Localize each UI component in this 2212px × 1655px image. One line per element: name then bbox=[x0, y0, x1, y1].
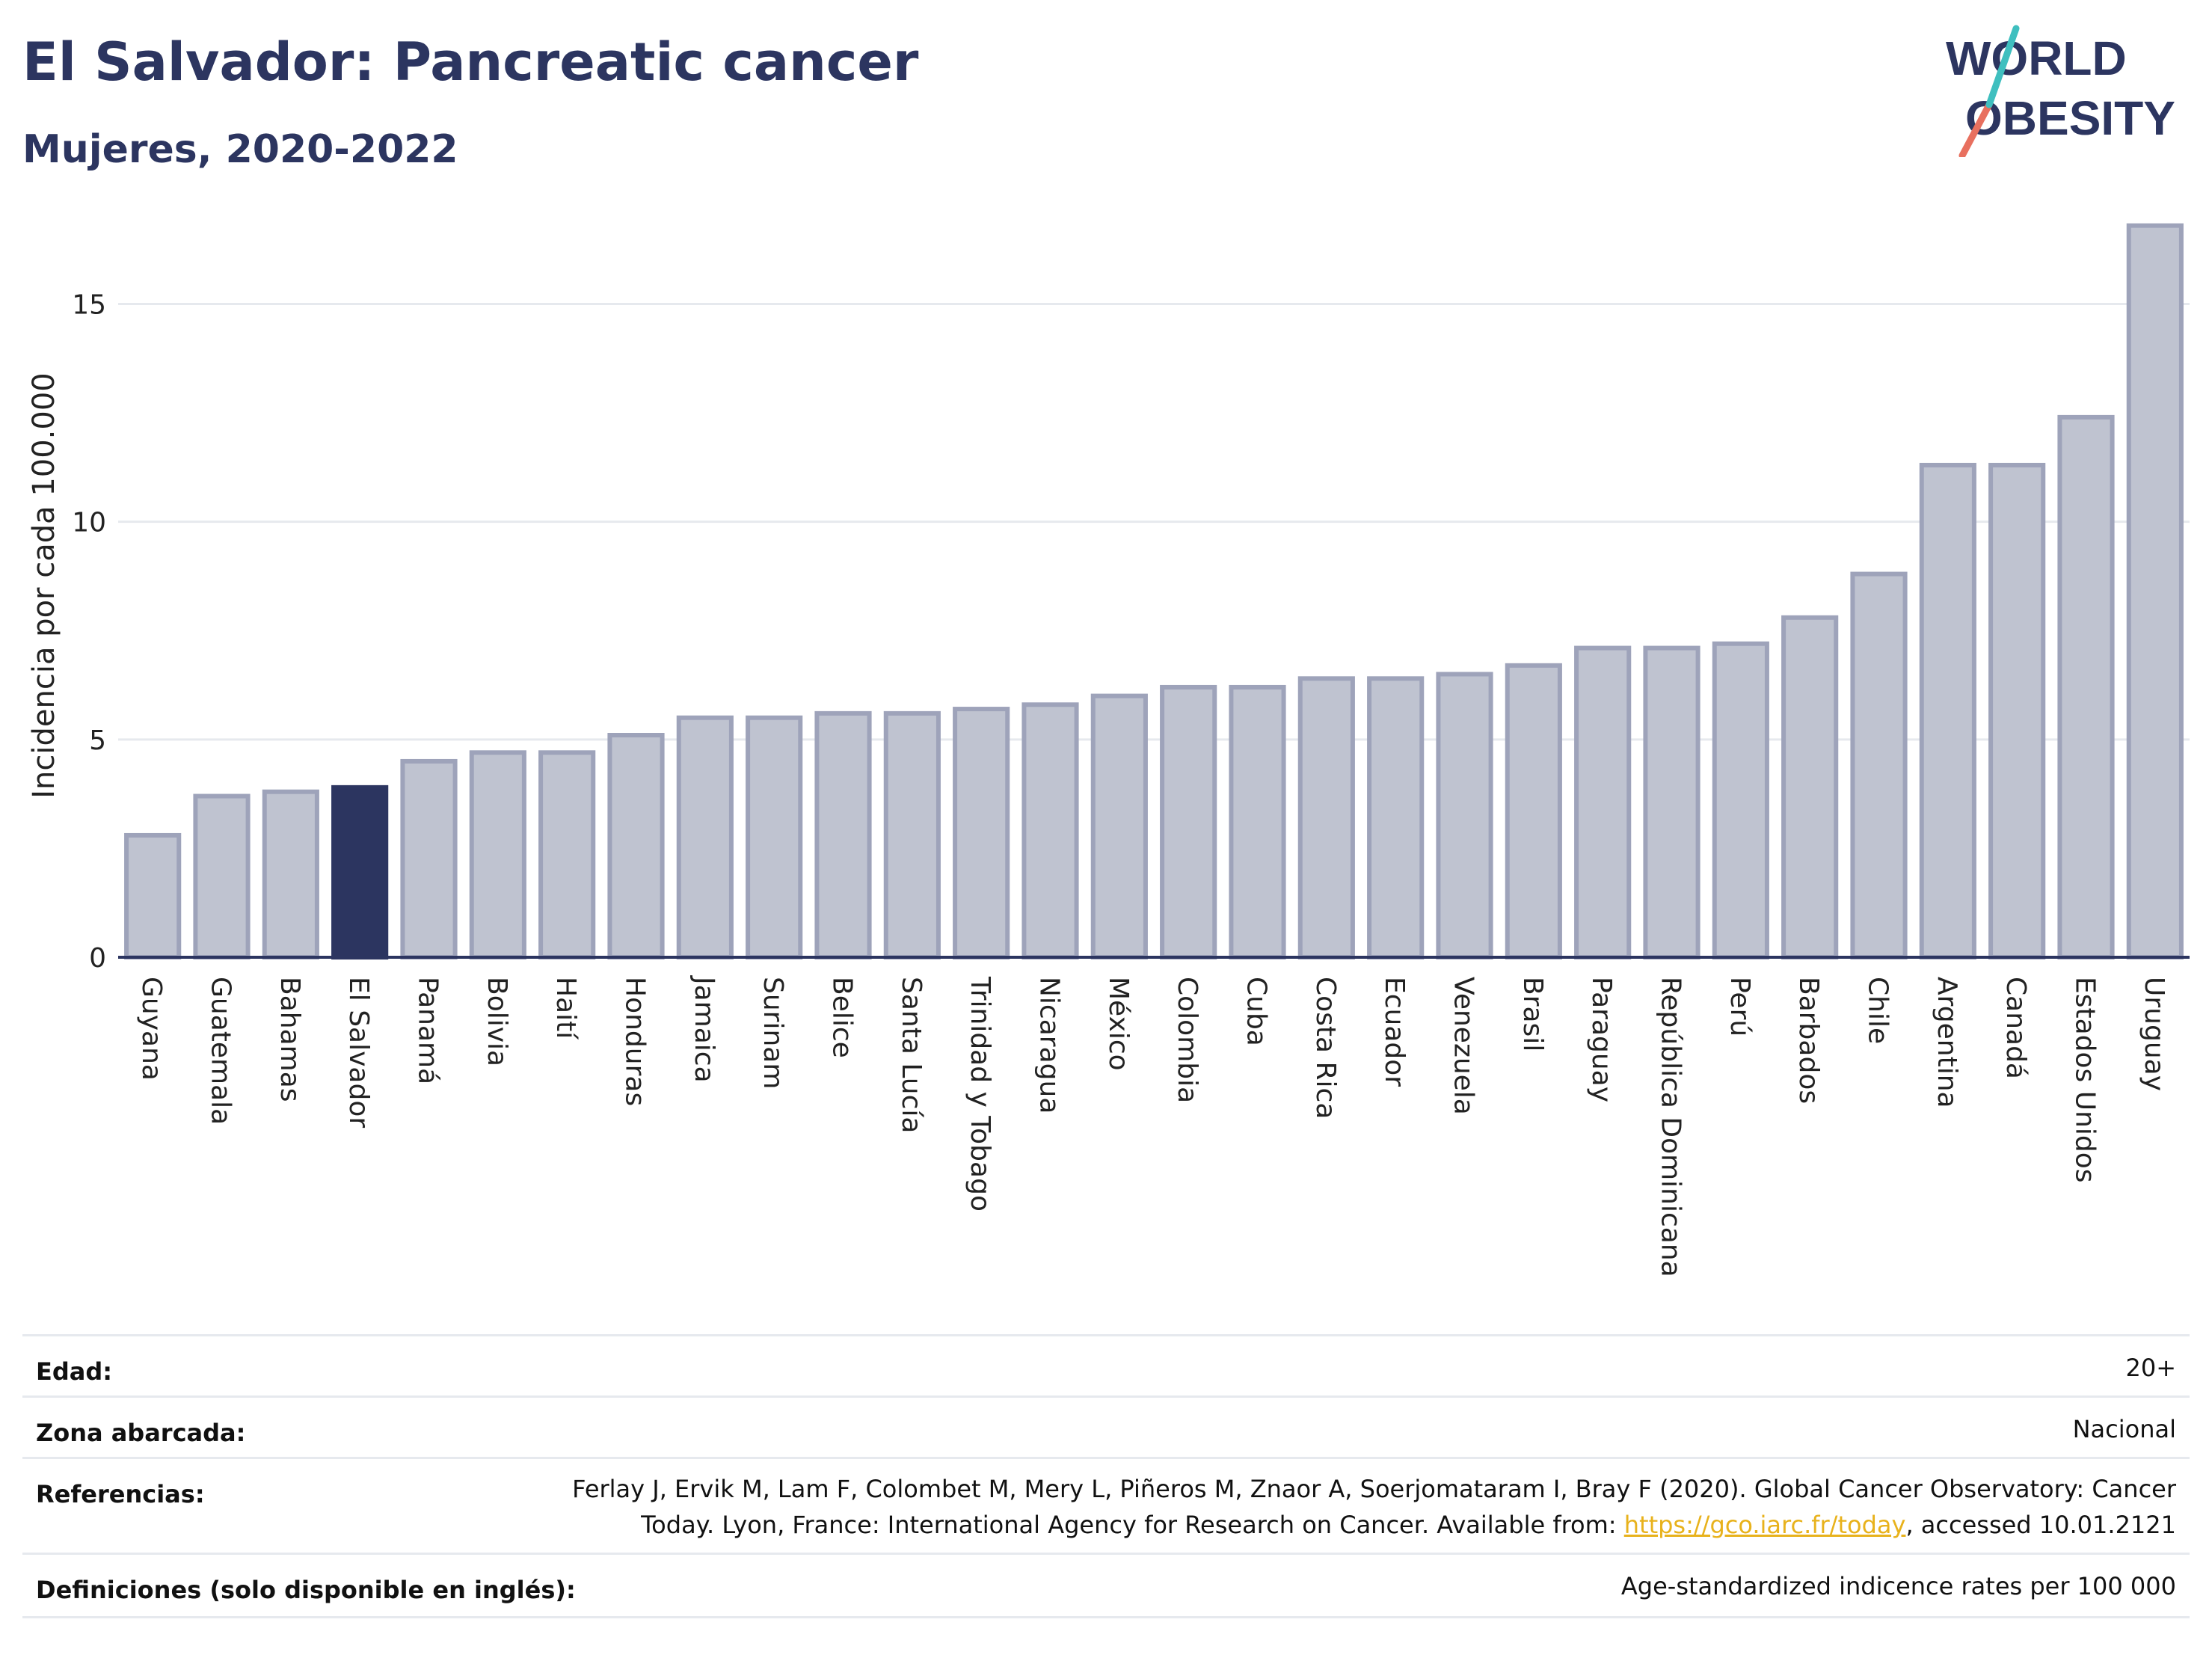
y-tick-label: 10 bbox=[72, 508, 106, 538]
x-tick-label: Honduras bbox=[620, 977, 651, 1106]
world-obesity-logo: WORLD OBESITY bbox=[1946, 25, 2175, 157]
area-value: Nacional bbox=[2072, 1415, 2176, 1443]
bar-uruguay bbox=[2126, 223, 2184, 960]
bar-trinidad-y-tobago bbox=[953, 707, 1010, 959]
references-label: Referencias: bbox=[36, 1480, 205, 1508]
bar-guatemala bbox=[193, 793, 251, 959]
x-tick-label: Bolivia bbox=[482, 977, 512, 1066]
y-tick-label: 5 bbox=[89, 725, 106, 756]
bar-chile bbox=[1850, 571, 1908, 959]
grid-lines bbox=[118, 302, 2190, 741]
x-tick-label: Jamaica bbox=[689, 975, 719, 1083]
bars bbox=[124, 223, 2184, 960]
x-tick-label: Canadá bbox=[2000, 977, 2031, 1079]
bar-bolivia bbox=[469, 750, 526, 959]
bar-brasil bbox=[1505, 663, 1562, 960]
bar-honduras bbox=[607, 733, 665, 959]
age-label: Edad: bbox=[36, 1357, 113, 1386]
x-tick-label: Nicaragua bbox=[1034, 977, 1065, 1114]
references-line-2: Today. Lyon, France: International Agenc… bbox=[572, 1507, 2176, 1543]
bar-colombia bbox=[1160, 684, 1217, 959]
x-tick-label: Belice bbox=[827, 977, 858, 1058]
meta-row-age: Edad: 20+ bbox=[22, 1334, 2190, 1398]
bar-venezuela bbox=[1436, 672, 1493, 959]
age-value: 20+ bbox=[2125, 1354, 2176, 1382]
meta-row-references: Referencias: Ferlay J, Ervik M, Lam F, C… bbox=[22, 1457, 2190, 1555]
bar-chart: 0 5 10 15 Guyana Guatemala Bahamas El Salvador P… bbox=[27, 223, 2190, 1277]
axes: 0 5 10 15 Guyana Guatemala Bahamas El Salvador P… bbox=[72, 289, 2190, 1277]
page-title: El Salvador: Pancreatic cancer bbox=[22, 31, 919, 93]
x-tick-label: Perú bbox=[1724, 977, 1755, 1037]
x-tick-label: Bahamas bbox=[274, 977, 305, 1102]
x-tick-label: Surinam bbox=[758, 977, 788, 1089]
bar-canadá bbox=[1988, 462, 2046, 959]
x-tick-label: Haití bbox=[550, 977, 581, 1040]
x-tick-label: Panamá bbox=[413, 977, 443, 1084]
bar-estados-unidos bbox=[2057, 414, 2115, 959]
bar-belice bbox=[814, 710, 872, 959]
bar-república-dominicana bbox=[1643, 645, 1701, 959]
x-tick-label: Paraguay bbox=[1586, 977, 1617, 1102]
bar-perú bbox=[1712, 641, 1769, 959]
references-accessed: , accessed 10.01.2121 bbox=[1905, 1511, 2176, 1539]
references-value: Ferlay J, Ervik M, Lam F, Colombet M, Me… bbox=[572, 1471, 2176, 1543]
x-tick-label: Estados Unidos bbox=[2070, 977, 2101, 1183]
bar-bahamas bbox=[262, 789, 319, 960]
svg-text:OBESITY: OBESITY bbox=[1965, 91, 2175, 145]
bar-paraguay bbox=[1574, 645, 1632, 959]
area-label: Zona abarcada: bbox=[36, 1419, 246, 1447]
bar-nicaragua bbox=[1021, 702, 1079, 959]
x-tick-label: Barbados bbox=[1793, 977, 1824, 1104]
definitions-label: Definiciones (solo disponible en inglés)… bbox=[36, 1576, 576, 1604]
meta-row-area: Zona abarcada: Nacional bbox=[22, 1395, 2190, 1459]
bar-méxico bbox=[1090, 693, 1148, 960]
x-tick-label: Uruguay bbox=[2139, 977, 2169, 1091]
x-tick-label: Ecuador bbox=[1379, 977, 1410, 1087]
x-tick-label: El Salvador bbox=[343, 977, 374, 1128]
x-tick-label: República Dominicana bbox=[1656, 977, 1686, 1277]
y-axis-label: Incidencia por cada 100.000 bbox=[27, 372, 61, 799]
bar-ecuador bbox=[1367, 676, 1425, 959]
bar-jamaica bbox=[676, 715, 734, 959]
x-tick-label: Costa Rica bbox=[1310, 977, 1341, 1119]
svg-text:WORLD: WORLD bbox=[1946, 31, 2127, 85]
bar-surinam bbox=[746, 715, 803, 959]
bar-haití bbox=[538, 750, 596, 959]
y-tick-label: 0 bbox=[89, 943, 106, 974]
x-tick-label: Argentina bbox=[1932, 977, 1962, 1108]
bar-barbados bbox=[1781, 615, 1839, 959]
x-tick-label: Trinidad y Tobago bbox=[965, 976, 995, 1212]
bar-el-salvador bbox=[331, 784, 389, 959]
x-tick-label: México bbox=[1103, 977, 1134, 1071]
meta-row-definitions: Definiciones (solo disponible en inglés)… bbox=[22, 1553, 2190, 1618]
x-tick-label: Guatemala bbox=[206, 977, 236, 1125]
bar-santa-lucía bbox=[883, 710, 941, 959]
x-tick-label: Santa Lucía bbox=[896, 977, 927, 1133]
x-tick-label: Venezuela bbox=[1448, 977, 1479, 1115]
y-tick-label: 15 bbox=[72, 289, 106, 320]
x-tick-label: Guyana bbox=[136, 977, 167, 1081]
bar-guyana bbox=[124, 832, 182, 959]
page-subtitle: Mujeres, 2020-2022 bbox=[22, 127, 458, 172]
x-tick-label: Chile bbox=[1863, 977, 1893, 1044]
references-line-2-text: Today. Lyon, France: International Agenc… bbox=[641, 1511, 1624, 1539]
definitions-value: Age-standardized indicence rates per 100… bbox=[1620, 1572, 2176, 1600]
bar-argentina bbox=[1919, 462, 1976, 959]
references-link[interactable]: https://gco.iarc.fr/today bbox=[1623, 1511, 1906, 1539]
x-tick-label: Cuba bbox=[1241, 977, 1272, 1046]
bar-panamá bbox=[400, 758, 458, 959]
bar-cuba bbox=[1229, 684, 1286, 959]
bar-costa-rica bbox=[1297, 676, 1355, 959]
x-tick-label: Colombia bbox=[1172, 977, 1202, 1103]
x-tick-label: Brasil bbox=[1517, 977, 1548, 1051]
references-line-1: Ferlay J, Ervik M, Lam F, Colombet M, Me… bbox=[572, 1475, 2176, 1503]
